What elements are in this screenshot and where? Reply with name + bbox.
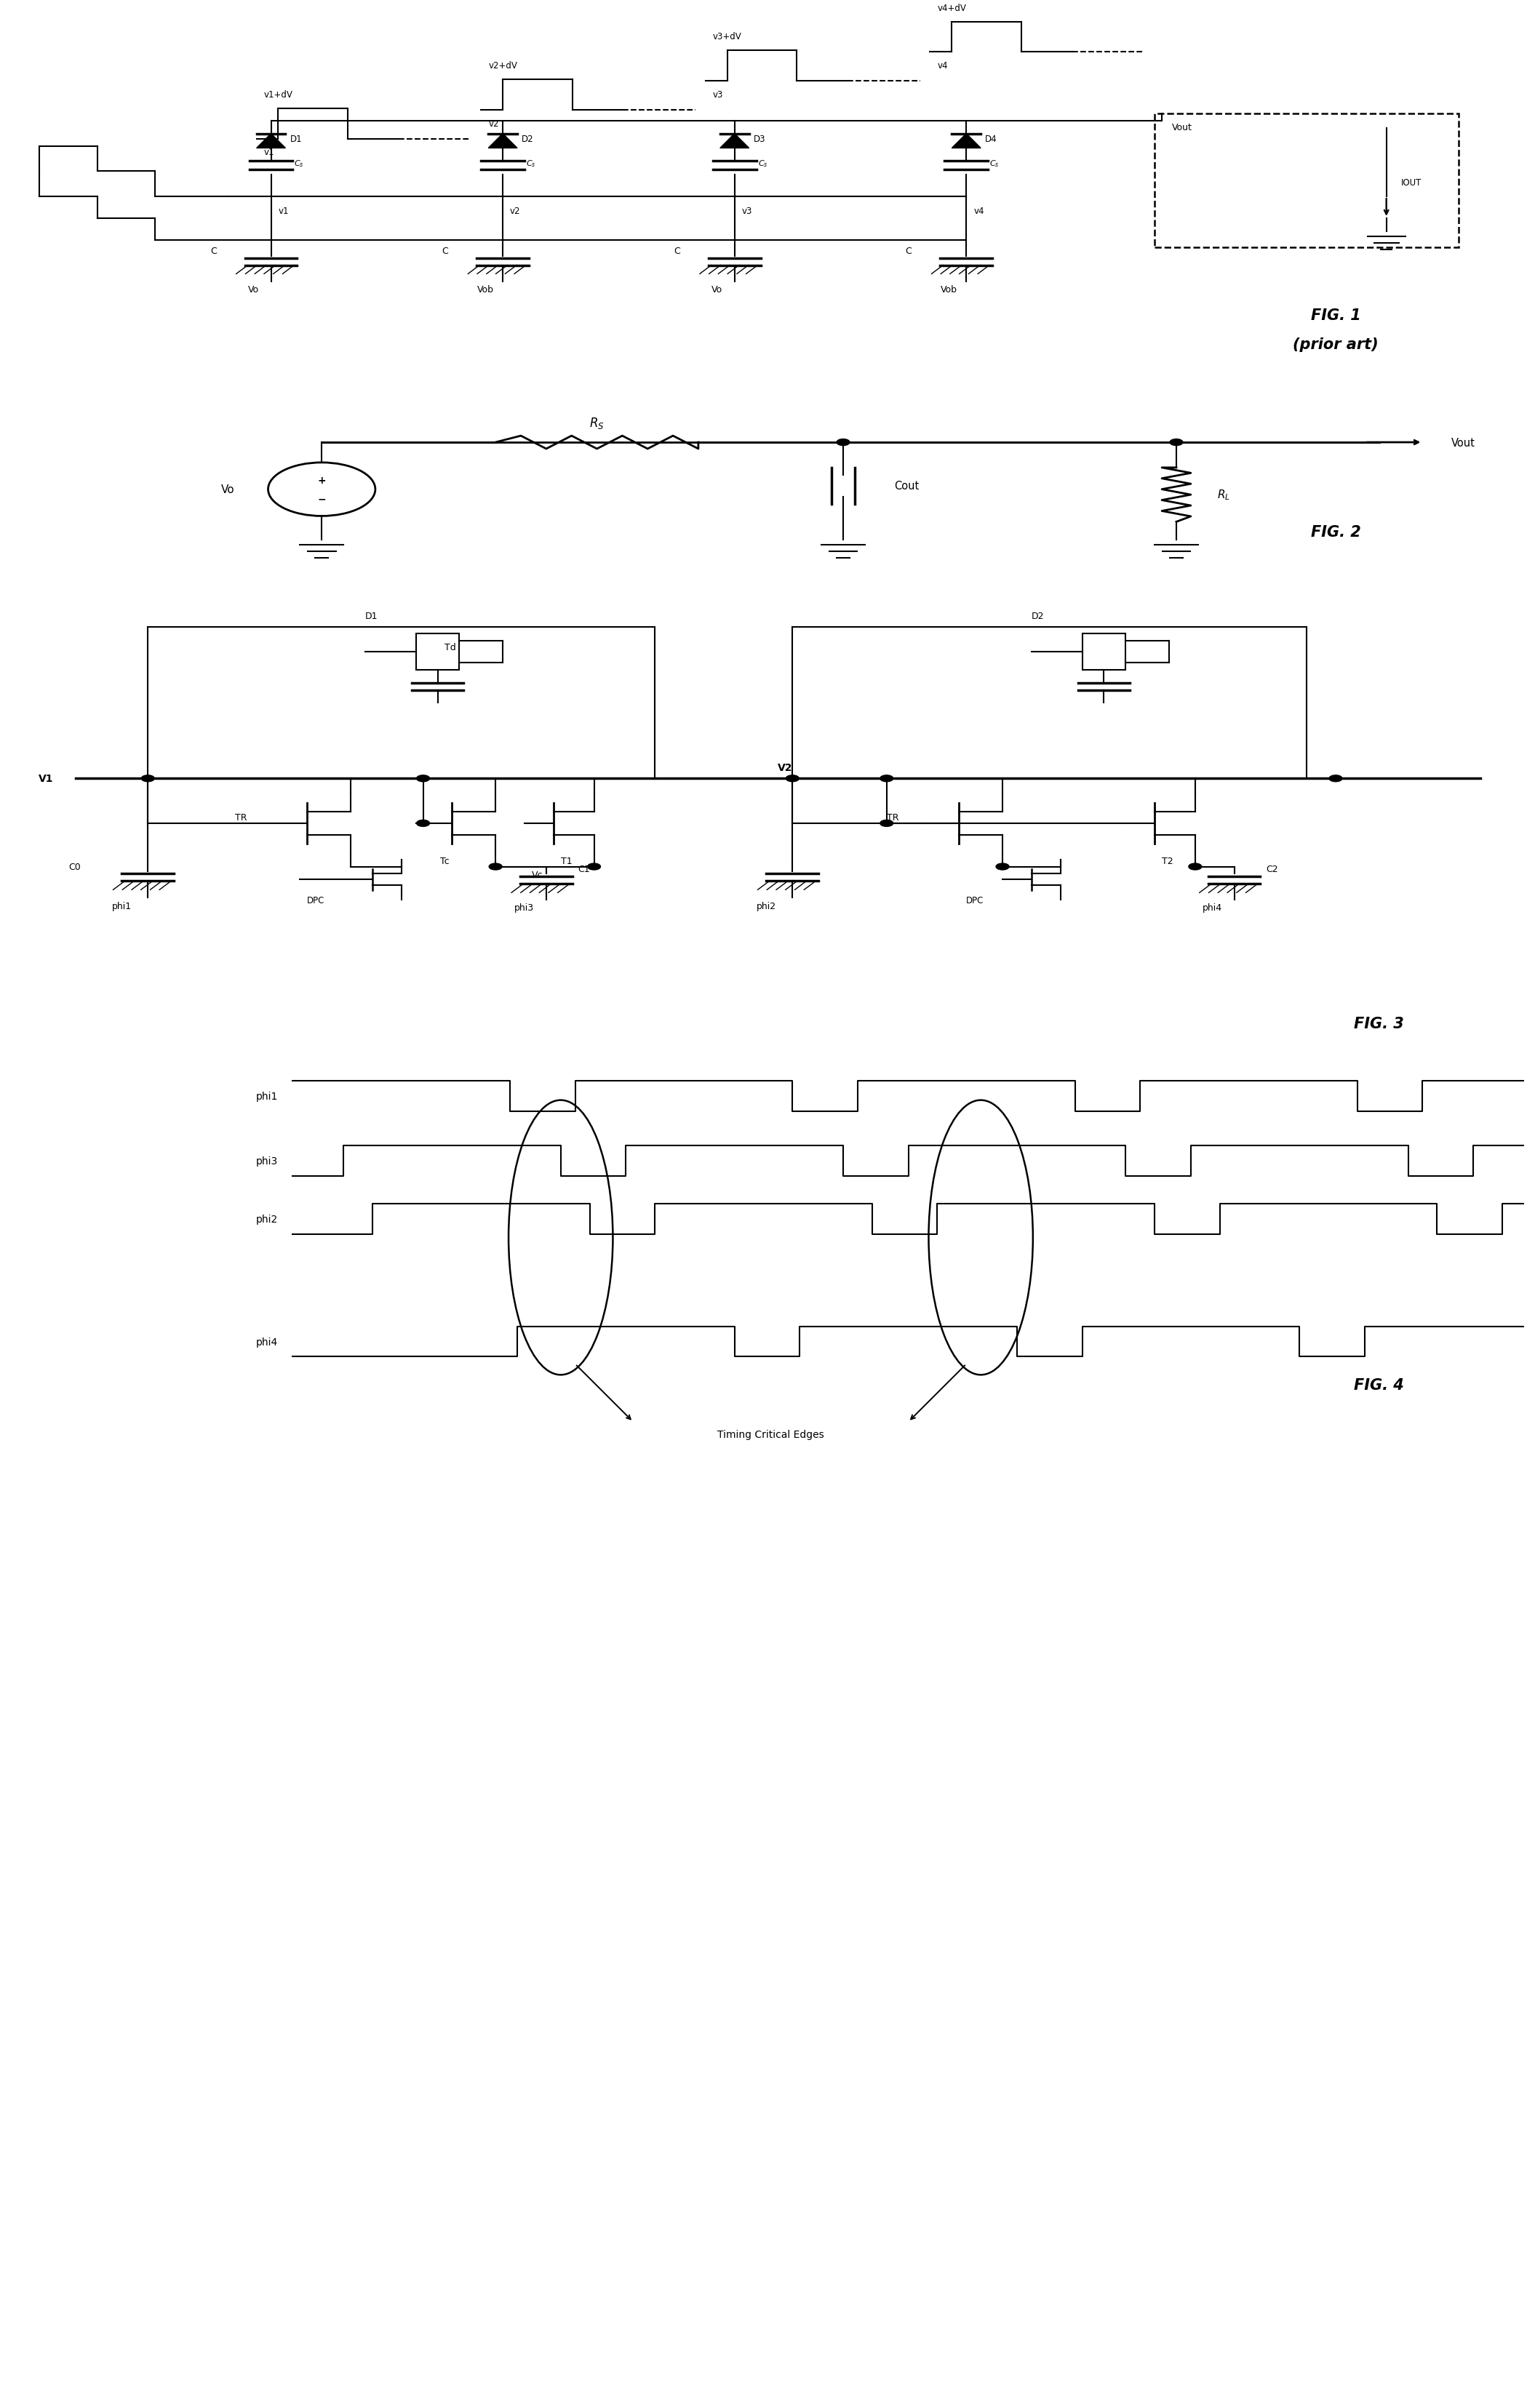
FancyBboxPatch shape <box>1154 113 1458 248</box>
Text: $R_S$: $R_S$ <box>589 417 605 431</box>
Circle shape <box>880 775 893 783</box>
Text: v3+dV: v3+dV <box>713 31 742 41</box>
Circle shape <box>786 775 799 783</box>
Circle shape <box>1170 441 1183 445</box>
Text: $C_s$: $C_s$ <box>757 159 768 169</box>
Text: Tc: Tc <box>440 857 449 864</box>
Circle shape <box>489 864 502 869</box>
Circle shape <box>417 775 429 783</box>
Text: C: C <box>441 246 449 255</box>
Text: phi4: phi4 <box>257 1336 278 1346</box>
Text: D1: D1 <box>365 612 377 621</box>
Text: v2: v2 <box>510 207 521 217</box>
Text: Td: Td <box>444 643 457 653</box>
Text: Vout: Vout <box>1173 123 1193 132</box>
Text: V1: V1 <box>38 773 53 785</box>
Bar <box>415 633 460 669</box>
Text: v4: v4 <box>974 207 983 217</box>
Text: Cout: Cout <box>893 482 919 491</box>
Text: Vo: Vo <box>712 284 722 294</box>
Text: C2: C2 <box>1266 864 1278 874</box>
Text: D4: D4 <box>985 135 997 144</box>
Text: D1: D1 <box>290 135 302 144</box>
Text: v2: v2 <box>489 118 499 128</box>
Text: C: C <box>673 246 680 255</box>
Text: v3: v3 <box>713 89 724 99</box>
Text: phi2: phi2 <box>756 901 776 910</box>
Text: Vob: Vob <box>476 284 493 294</box>
Circle shape <box>142 775 154 783</box>
Text: v1: v1 <box>278 207 289 217</box>
Text: FIG. 2: FIG. 2 <box>1310 525 1361 539</box>
Text: +: + <box>318 474 325 486</box>
Text: v1+dV: v1+dV <box>264 89 293 99</box>
Text: Vo: Vo <box>247 284 260 294</box>
Text: IOUT: IOUT <box>1400 178 1422 188</box>
Polygon shape <box>257 135 286 149</box>
Text: FIG. 3: FIG. 3 <box>1354 1016 1405 1031</box>
Text: phi4: phi4 <box>1202 903 1222 913</box>
Text: Vo: Vo <box>221 484 234 496</box>
Polygon shape <box>951 135 980 149</box>
Text: Vout: Vout <box>1452 438 1475 448</box>
Circle shape <box>1188 864 1202 869</box>
Text: DPC: DPC <box>307 896 325 905</box>
Text: v2+dV: v2+dV <box>489 60 518 70</box>
Circle shape <box>588 864 600 869</box>
Text: phi1: phi1 <box>111 901 131 910</box>
Text: TR: TR <box>887 814 898 821</box>
Circle shape <box>417 821 429 826</box>
Text: phi2: phi2 <box>257 1214 278 1223</box>
Text: T2: T2 <box>1162 857 1173 864</box>
Text: D3: D3 <box>753 135 765 144</box>
Text: phi3: phi3 <box>257 1156 278 1165</box>
Circle shape <box>996 864 1009 869</box>
Text: v3: v3 <box>742 207 753 217</box>
Text: TR: TR <box>235 814 247 821</box>
Circle shape <box>1328 775 1342 783</box>
Polygon shape <box>489 135 518 149</box>
Text: D2: D2 <box>1031 612 1044 621</box>
Text: phi3: phi3 <box>515 903 534 913</box>
Text: C0: C0 <box>69 862 81 872</box>
Text: −: − <box>318 494 325 503</box>
Bar <box>1083 633 1125 669</box>
Text: $C_s$: $C_s$ <box>295 159 304 169</box>
Text: (prior art): (prior art) <box>1293 337 1379 352</box>
Text: v4+dV: v4+dV <box>938 2 967 12</box>
Text: $R_L$: $R_L$ <box>1217 489 1229 501</box>
Text: $C_s$: $C_s$ <box>525 159 536 169</box>
Text: Timing Critical Edges: Timing Critical Edges <box>718 1430 825 1440</box>
Text: V2: V2 <box>777 763 793 773</box>
Text: $C_s$: $C_s$ <box>989 159 999 169</box>
Text: FIG. 4: FIG. 4 <box>1354 1377 1405 1392</box>
Text: D2: D2 <box>522 135 534 144</box>
Text: T1: T1 <box>560 857 573 864</box>
Text: phi1: phi1 <box>257 1091 278 1100</box>
Text: C1: C1 <box>579 864 589 874</box>
Circle shape <box>837 441 849 445</box>
Text: C: C <box>211 246 217 255</box>
Text: v4: v4 <box>938 60 948 70</box>
Text: v1: v1 <box>264 147 275 157</box>
Text: FIG. 1: FIG. 1 <box>1310 308 1361 323</box>
Polygon shape <box>721 135 750 149</box>
Text: Vob: Vob <box>941 284 957 294</box>
Circle shape <box>880 821 893 826</box>
Text: Vc: Vc <box>531 872 544 879</box>
Text: DPC: DPC <box>967 896 983 905</box>
Text: C: C <box>906 246 912 255</box>
